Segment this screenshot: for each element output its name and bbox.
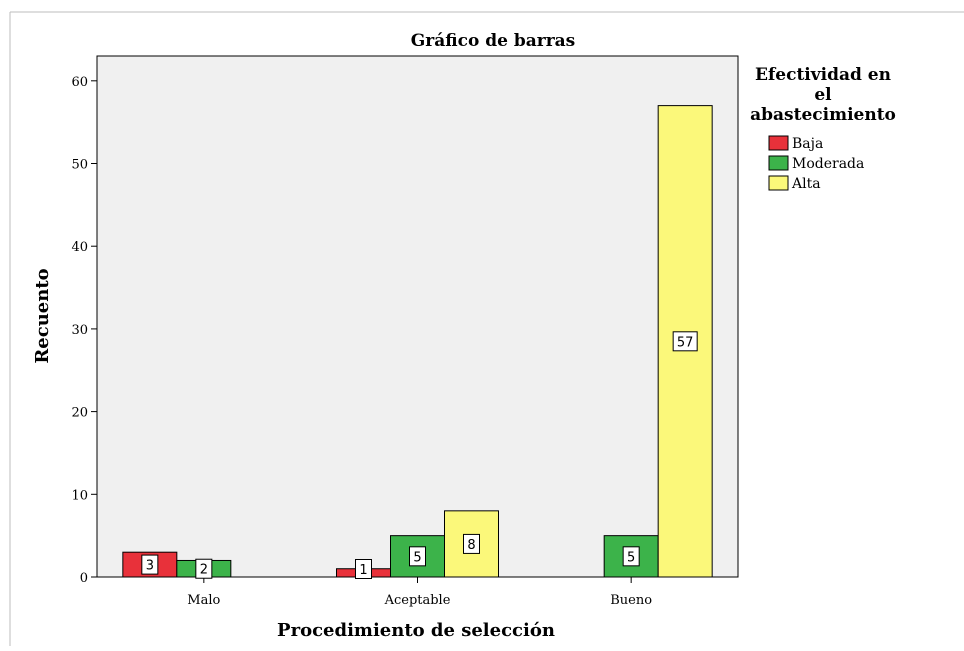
data-label-box (195, 558, 213, 579)
data-label: 5 (413, 550, 421, 565)
data-label: 57 (677, 335, 694, 350)
data-label-box (672, 331, 698, 352)
y-tick-label: 60 (71, 75, 88, 90)
y-tick-label: 40 (71, 240, 88, 255)
legend-swatch (768, 155, 789, 171)
x-axis-title: Procedimiento de selección (277, 620, 555, 641)
y-tick-label: 20 (71, 406, 88, 421)
x-tick-label: Bueno (610, 593, 652, 608)
data-label-box (463, 533, 480, 554)
y-axis: 0 10 20 30 40 50 60 (71, 75, 97, 586)
chart-title: Gráfico de barras (411, 31, 575, 51)
y-tick-label: 50 (71, 158, 88, 173)
y-tick-label: 30 (71, 323, 88, 338)
data-label: 2 (200, 563, 208, 578)
legend-label: Baja (792, 136, 823, 152)
legend-title-line: el (814, 85, 832, 105)
legend-swatch (768, 175, 789, 191)
legend-title: Efectividad en el abastecimiento (750, 65, 896, 125)
legend-swatch (768, 135, 789, 151)
data-label-box (141, 554, 159, 575)
data-label: 5 (627, 550, 635, 565)
data-label: 8 (467, 538, 475, 553)
data-label-box (409, 546, 426, 567)
y-tick-label: 0 (80, 571, 88, 586)
data-label-box (622, 546, 640, 567)
legend: Efectividad en el abastecimiento Baja Moder… (750, 65, 896, 192)
legend-title-line: abastecimiento (750, 105, 896, 125)
x-axis: Malo Aceptable Bueno (187, 577, 652, 608)
plot-area (96, 55, 739, 578)
data-labels-group: 3 2 1 5 8 5 57 (141, 331, 698, 579)
x-tick-label: Malo (187, 593, 220, 608)
data-label: 1 (359, 563, 367, 578)
y-tick-label: 10 (71, 488, 88, 503)
x-tick-label: Aceptable (384, 593, 451, 608)
legend-label: Alta (791, 176, 821, 192)
legend-label: Moderada (792, 156, 864, 172)
y-axis-title: Recuento (32, 268, 53, 363)
legend-title-line: Efectividad en (755, 65, 891, 85)
data-label: 3 (146, 559, 154, 574)
data-label-box (355, 559, 372, 579)
